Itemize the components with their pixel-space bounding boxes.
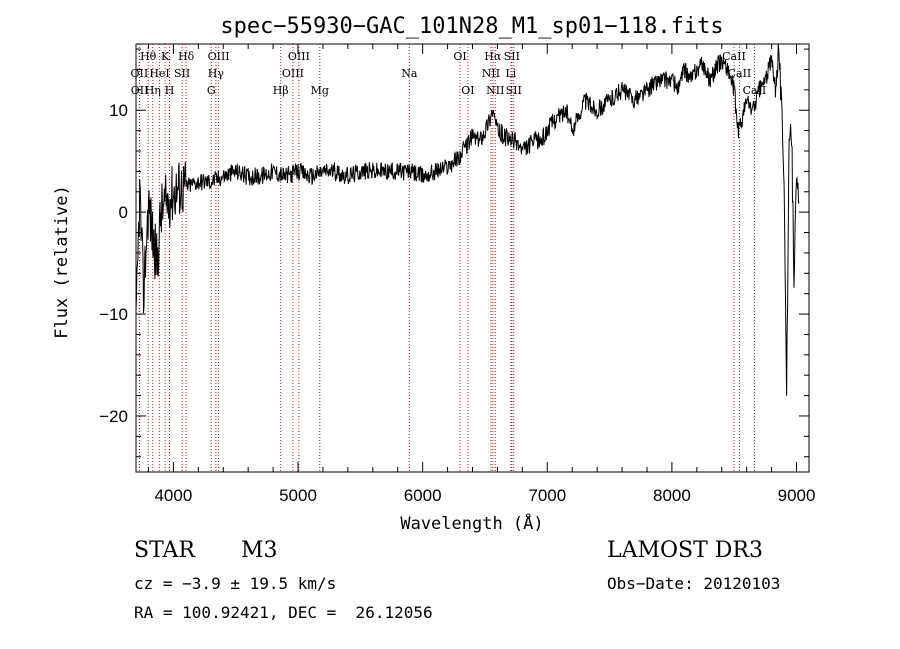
line-label: NII: [486, 84, 504, 97]
line-label: OII: [131, 67, 149, 80]
survey-name: LAMOST DR3: [607, 538, 763, 563]
line-label: Hγ: [208, 67, 225, 80]
line-label: CaII: [728, 67, 752, 80]
x-tick-label: 6000: [404, 486, 442, 505]
line-label: Hα: [484, 50, 502, 63]
line-label: OI: [453, 50, 466, 63]
line-label: Hη: [145, 84, 161, 97]
line-label: Hδ: [178, 50, 195, 63]
line-label: CaII: [743, 84, 767, 97]
line-label: Na: [401, 67, 418, 80]
y-tick-label: 0: [119, 203, 128, 222]
line-label: H: [165, 84, 175, 97]
line-label: OIII: [208, 50, 230, 63]
line-label: SII: [504, 50, 520, 63]
line-label: Hβ: [273, 84, 289, 97]
object-class: STAR: [134, 538, 195, 563]
observation-date: Obs−Date: 20120103: [607, 574, 781, 593]
y-tick-label: 10: [109, 101, 128, 120]
x-tick-label: 7000: [528, 486, 566, 505]
y-axis-label: Flux (relative): [52, 185, 72, 339]
line-label: OII: [131, 84, 149, 97]
line-label: OI: [461, 84, 474, 97]
x-tick-label: 4000: [154, 486, 192, 505]
emission-line-markers: [138, 44, 755, 472]
line-label: SII: [174, 67, 190, 80]
plot-frame: [135, 43, 810, 473]
line-label: HeI: [149, 67, 169, 80]
line-label: CaII: [722, 50, 746, 63]
x-tick-label: 9000: [778, 486, 816, 505]
x-axis-label: Wavelength (Å): [400, 512, 543, 534]
redshift-cz: cz = −3.9 ± 19.5 km/s: [134, 574, 337, 593]
spectrum-line: [135, 44, 800, 396]
chart-title: spec−55930−GAC_101N28_M1_sp01−118.fits: [220, 14, 723, 39]
line-label: Mg: [311, 84, 329, 97]
x-tick-label: 8000: [653, 486, 691, 505]
spectrum-chart: spec−55930−GAC_101N28_M1_sp01−118.fits H…: [52, 14, 816, 534]
line-label: Hθ: [140, 50, 157, 63]
ra-dec: RA = 100.92421, DEC = 26.12056: [134, 603, 433, 622]
line-label: SII: [506, 84, 522, 97]
line-label: OIII: [282, 67, 304, 80]
x-tick-label: 5000: [279, 486, 317, 505]
x-axis-ticks: 4000 5000 6000 7000 8000 9000: [147, 44, 816, 505]
line-label: Li: [505, 67, 516, 80]
line-label: NII: [482, 67, 500, 80]
line-label: G: [207, 84, 216, 97]
line-label: OIII: [288, 50, 310, 63]
line-label: K: [161, 50, 170, 63]
y-tick-label: −20: [99, 407, 128, 426]
y-tick-label: −10: [99, 305, 128, 324]
y-axis-ticks: −20 −10 0 10: [99, 48, 809, 458]
object-subclass: M3: [241, 538, 278, 563]
